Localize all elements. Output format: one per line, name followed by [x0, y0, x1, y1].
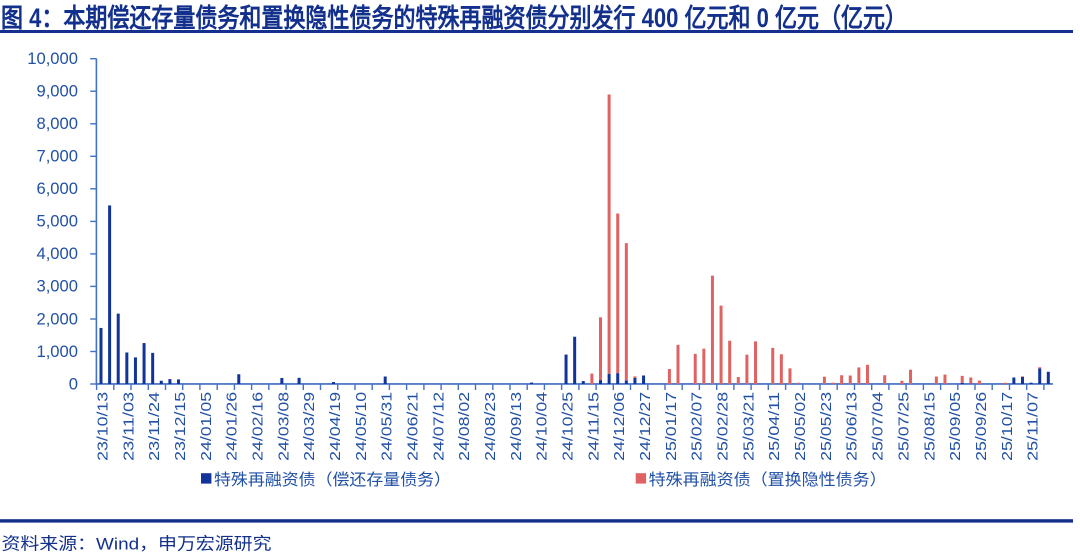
svg-text:24/11/15: 24/11/15: [585, 392, 602, 461]
svg-text:25/07/25: 25/07/25: [895, 392, 912, 461]
svg-text:24/02/16: 24/02/16: [250, 392, 267, 461]
svg-text:25/09/26: 25/09/26: [973, 392, 990, 461]
svg-text:25/05/02: 25/05/02: [792, 392, 809, 461]
svg-text:24/05/31: 24/05/31: [379, 392, 396, 461]
svg-text:24/05/10: 24/05/10: [353, 392, 370, 461]
svg-text:25/01/17: 25/01/17: [663, 392, 680, 461]
svg-text:25/03/21: 25/03/21: [740, 392, 757, 461]
svg-text:25/02/07: 25/02/07: [689, 392, 706, 461]
svg-text:24/03/08: 24/03/08: [275, 392, 292, 461]
svg-text:24/12/27: 24/12/27: [637, 392, 654, 461]
svg-text:资料来源：Wind，申万宏源研究: 资料来源：Wind，申万宏源研究: [2, 535, 272, 554]
svg-text:图 4：本期偿还存量债务和置换隐性债务的特殊再融资债分别发行: 图 4：本期偿还存量债务和置换隐性债务的特殊再融资债分别发行 400 亿元和 0…: [1, 3, 907, 33]
svg-text:25/07/04: 25/07/04: [870, 392, 887, 461]
svg-text:25/04/11: 25/04/11: [766, 392, 783, 461]
svg-text:23/11/03: 23/11/03: [120, 392, 137, 461]
svg-text:1,000: 1,000: [36, 342, 78, 361]
svg-text:特殊再融资债（置换隐性债务）: 特殊再融资债（置换隐性债务）: [649, 471, 887, 489]
svg-text:0: 0: [69, 374, 78, 393]
svg-text:2,000: 2,000: [36, 309, 78, 328]
svg-text:7,000: 7,000: [36, 147, 78, 166]
svg-text:25/09/05: 25/09/05: [947, 392, 964, 461]
svg-text:24/10/04: 24/10/04: [534, 392, 551, 461]
svg-text:24/07/12: 24/07/12: [430, 392, 447, 461]
svg-text:24/01/05: 24/01/05: [198, 392, 215, 461]
svg-text:5,000: 5,000: [36, 212, 78, 231]
svg-text:23/12/15: 23/12/15: [172, 392, 189, 461]
svg-text:25/06/13: 25/06/13: [844, 392, 861, 461]
svg-text:24/08/02: 24/08/02: [456, 392, 473, 461]
svg-text:24/01/26: 24/01/26: [224, 392, 241, 461]
svg-text:8,000: 8,000: [36, 114, 78, 133]
svg-text:3,000: 3,000: [36, 277, 78, 296]
svg-text:25/08/15: 25/08/15: [921, 392, 938, 461]
svg-text:23/11/24: 23/11/24: [146, 392, 163, 461]
svg-text:24/04/19: 24/04/19: [327, 392, 344, 461]
svg-text:25/11/07: 25/11/07: [1025, 392, 1042, 461]
svg-text:24/09/13: 24/09/13: [508, 392, 525, 461]
svg-text:25/05/23: 25/05/23: [818, 392, 835, 461]
svg-text:10,000: 10,000: [27, 49, 78, 68]
svg-text:6,000: 6,000: [36, 179, 78, 198]
svg-text:24/03/29: 24/03/29: [301, 392, 318, 461]
svg-text:24/08/23: 24/08/23: [482, 392, 499, 461]
svg-text:特殊再融资债（偿还存量债务）: 特殊再融资债（偿还存量债务）: [214, 471, 451, 489]
svg-text:25/10/17: 25/10/17: [999, 392, 1016, 461]
svg-text:25/02/28: 25/02/28: [715, 392, 732, 461]
svg-text:4,000: 4,000: [36, 244, 78, 263]
svg-text:24/10/25: 24/10/25: [560, 392, 577, 461]
svg-text:24/12/06: 24/12/06: [611, 392, 628, 461]
svg-text:24/06/21: 24/06/21: [405, 392, 422, 461]
svg-text:23/10/13: 23/10/13: [95, 392, 112, 461]
svg-text:9,000: 9,000: [36, 82, 78, 101]
